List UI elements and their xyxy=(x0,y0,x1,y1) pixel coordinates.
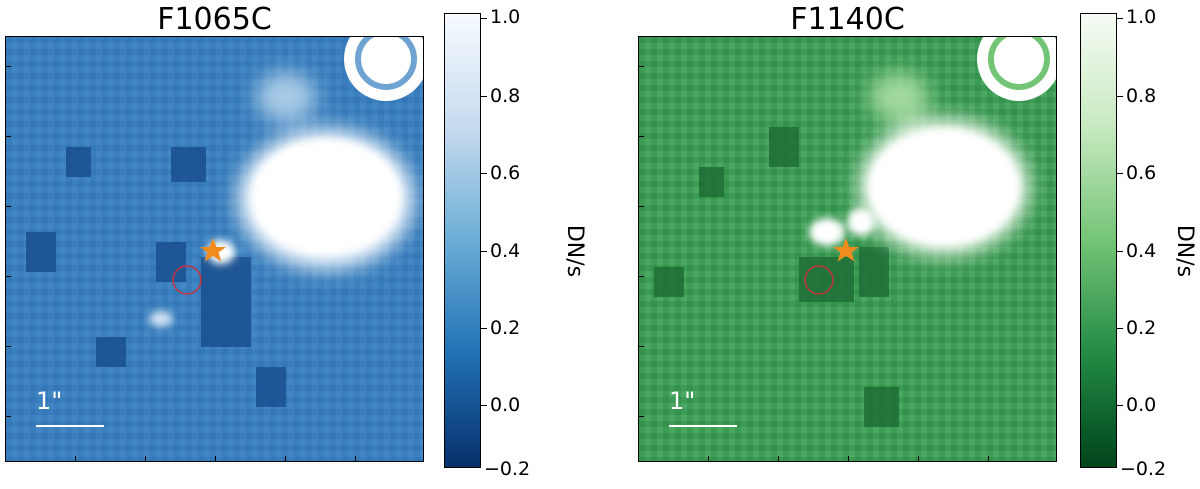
bright-knot xyxy=(809,218,845,246)
scale-label: 1" xyxy=(36,387,63,415)
colorbar-tick-label: 1.0 xyxy=(490,6,521,28)
bright-core xyxy=(869,129,1019,245)
ring-inner xyxy=(355,37,417,90)
colorbar-tick-label: 0.6 xyxy=(490,162,521,184)
image-f1140c: 1" xyxy=(638,36,1057,462)
colorbar-unit-label: DN/s xyxy=(562,224,588,278)
colorbar-f1140c xyxy=(1080,13,1117,468)
bright-knot-2 xyxy=(149,311,173,327)
image-canvas xyxy=(6,37,423,461)
colorbar-tick-label: 0.2 xyxy=(1126,317,1157,339)
colorbar-tick-label: 0.0 xyxy=(1126,394,1157,416)
star-marker xyxy=(200,238,226,262)
red-circle-marker xyxy=(172,265,202,295)
colorbar-tick-label: 0.6 xyxy=(1126,162,1157,184)
colorbar-tick-label: −0.2 xyxy=(484,458,531,480)
ring-source xyxy=(977,37,1056,101)
image-f1065c: 1" xyxy=(5,36,424,462)
colorbar-tick-label: 0.4 xyxy=(1126,240,1157,262)
colorbar-f1065c xyxy=(444,13,481,468)
colorbar-tick-label: 0.8 xyxy=(1126,85,1157,107)
colorbar-tick-label: 0.8 xyxy=(490,85,521,107)
scale-label: 1" xyxy=(669,387,696,415)
colorbar-tick-label: −0.2 xyxy=(1120,458,1167,480)
bright-core xyxy=(251,139,401,255)
colorbar-tick-label: 0.0 xyxy=(490,394,521,416)
dark-regions xyxy=(26,147,286,407)
bright-knot-2 xyxy=(847,208,875,236)
image-canvas xyxy=(639,37,1056,461)
red-circle-marker xyxy=(804,265,834,295)
colorbar-tick-label: 0.2 xyxy=(490,317,521,339)
panel-title: F1065C xyxy=(157,2,272,37)
colorbar-unit-label: DN/s xyxy=(1172,224,1198,278)
ring-inner xyxy=(988,37,1050,90)
scale-bar xyxy=(36,425,104,427)
ring-source xyxy=(344,37,423,101)
panel-title: F1140C xyxy=(790,2,905,37)
star-marker xyxy=(833,238,859,262)
colorbar-tick-label: 1.0 xyxy=(1126,6,1157,28)
colorbar-tick-label: 0.4 xyxy=(490,240,521,262)
scale-bar xyxy=(669,425,737,427)
